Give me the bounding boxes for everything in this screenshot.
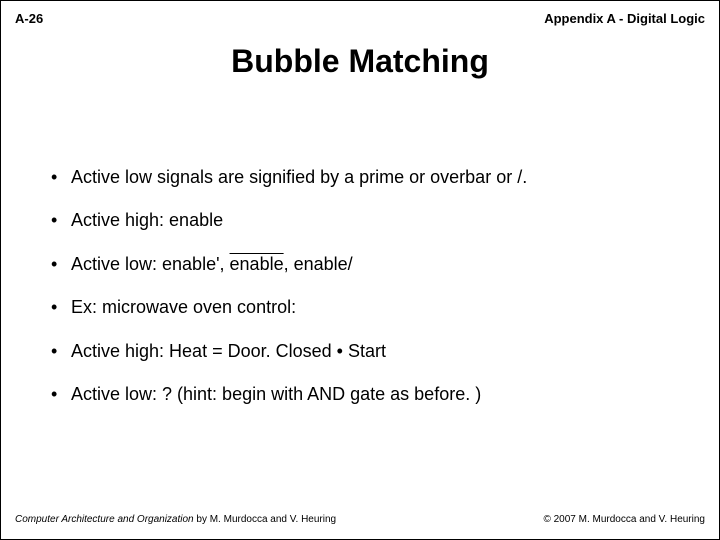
list-item: Active high: Heat = Door. Closed • Start	[51, 340, 679, 363]
footer-copyright: © 2007 M. Murdocca and V. Heuring	[543, 514, 705, 525]
bullet-text: Active low: ? (hint: begin with AND gate…	[71, 384, 481, 404]
list-item: Active low signals are signified by a pr…	[51, 166, 679, 189]
overbar-text: enable	[230, 253, 284, 276]
bullet-list: Active low signals are signified by a pr…	[51, 166, 679, 426]
footer-left: Computer Architecture and Organization b…	[15, 514, 336, 525]
list-item: Active low: ? (hint: begin with AND gate…	[51, 383, 679, 406]
bullet-prefix: Active low: enable',	[71, 254, 230, 274]
bullet-text: Active high: Heat = Door. Closed • Start	[71, 341, 386, 361]
list-item: Active high: enable	[51, 209, 679, 232]
appendix-label: Appendix A - Digital Logic	[544, 11, 705, 26]
page-number: A-26	[15, 11, 43, 26]
bullet-text: Active high: enable	[71, 210, 223, 230]
list-item: Ex: microwave oven control:	[51, 296, 679, 319]
slide-title: Bubble Matching	[1, 43, 719, 80]
bullet-text: Active low signals are signified by a pr…	[71, 167, 527, 187]
bullet-suffix: , enable/	[284, 254, 353, 274]
bullet-text: Ex: microwave oven control:	[71, 297, 296, 317]
footer-authors: by M. Murdocca and V. Heuring	[194, 514, 336, 525]
slide-container: A-26 Appendix A - Digital Logic Bubble M…	[0, 0, 720, 540]
book-title: Computer Architecture and Organization	[15, 514, 194, 525]
list-item: Active low: enable', enable, enable/	[51, 253, 679, 276]
